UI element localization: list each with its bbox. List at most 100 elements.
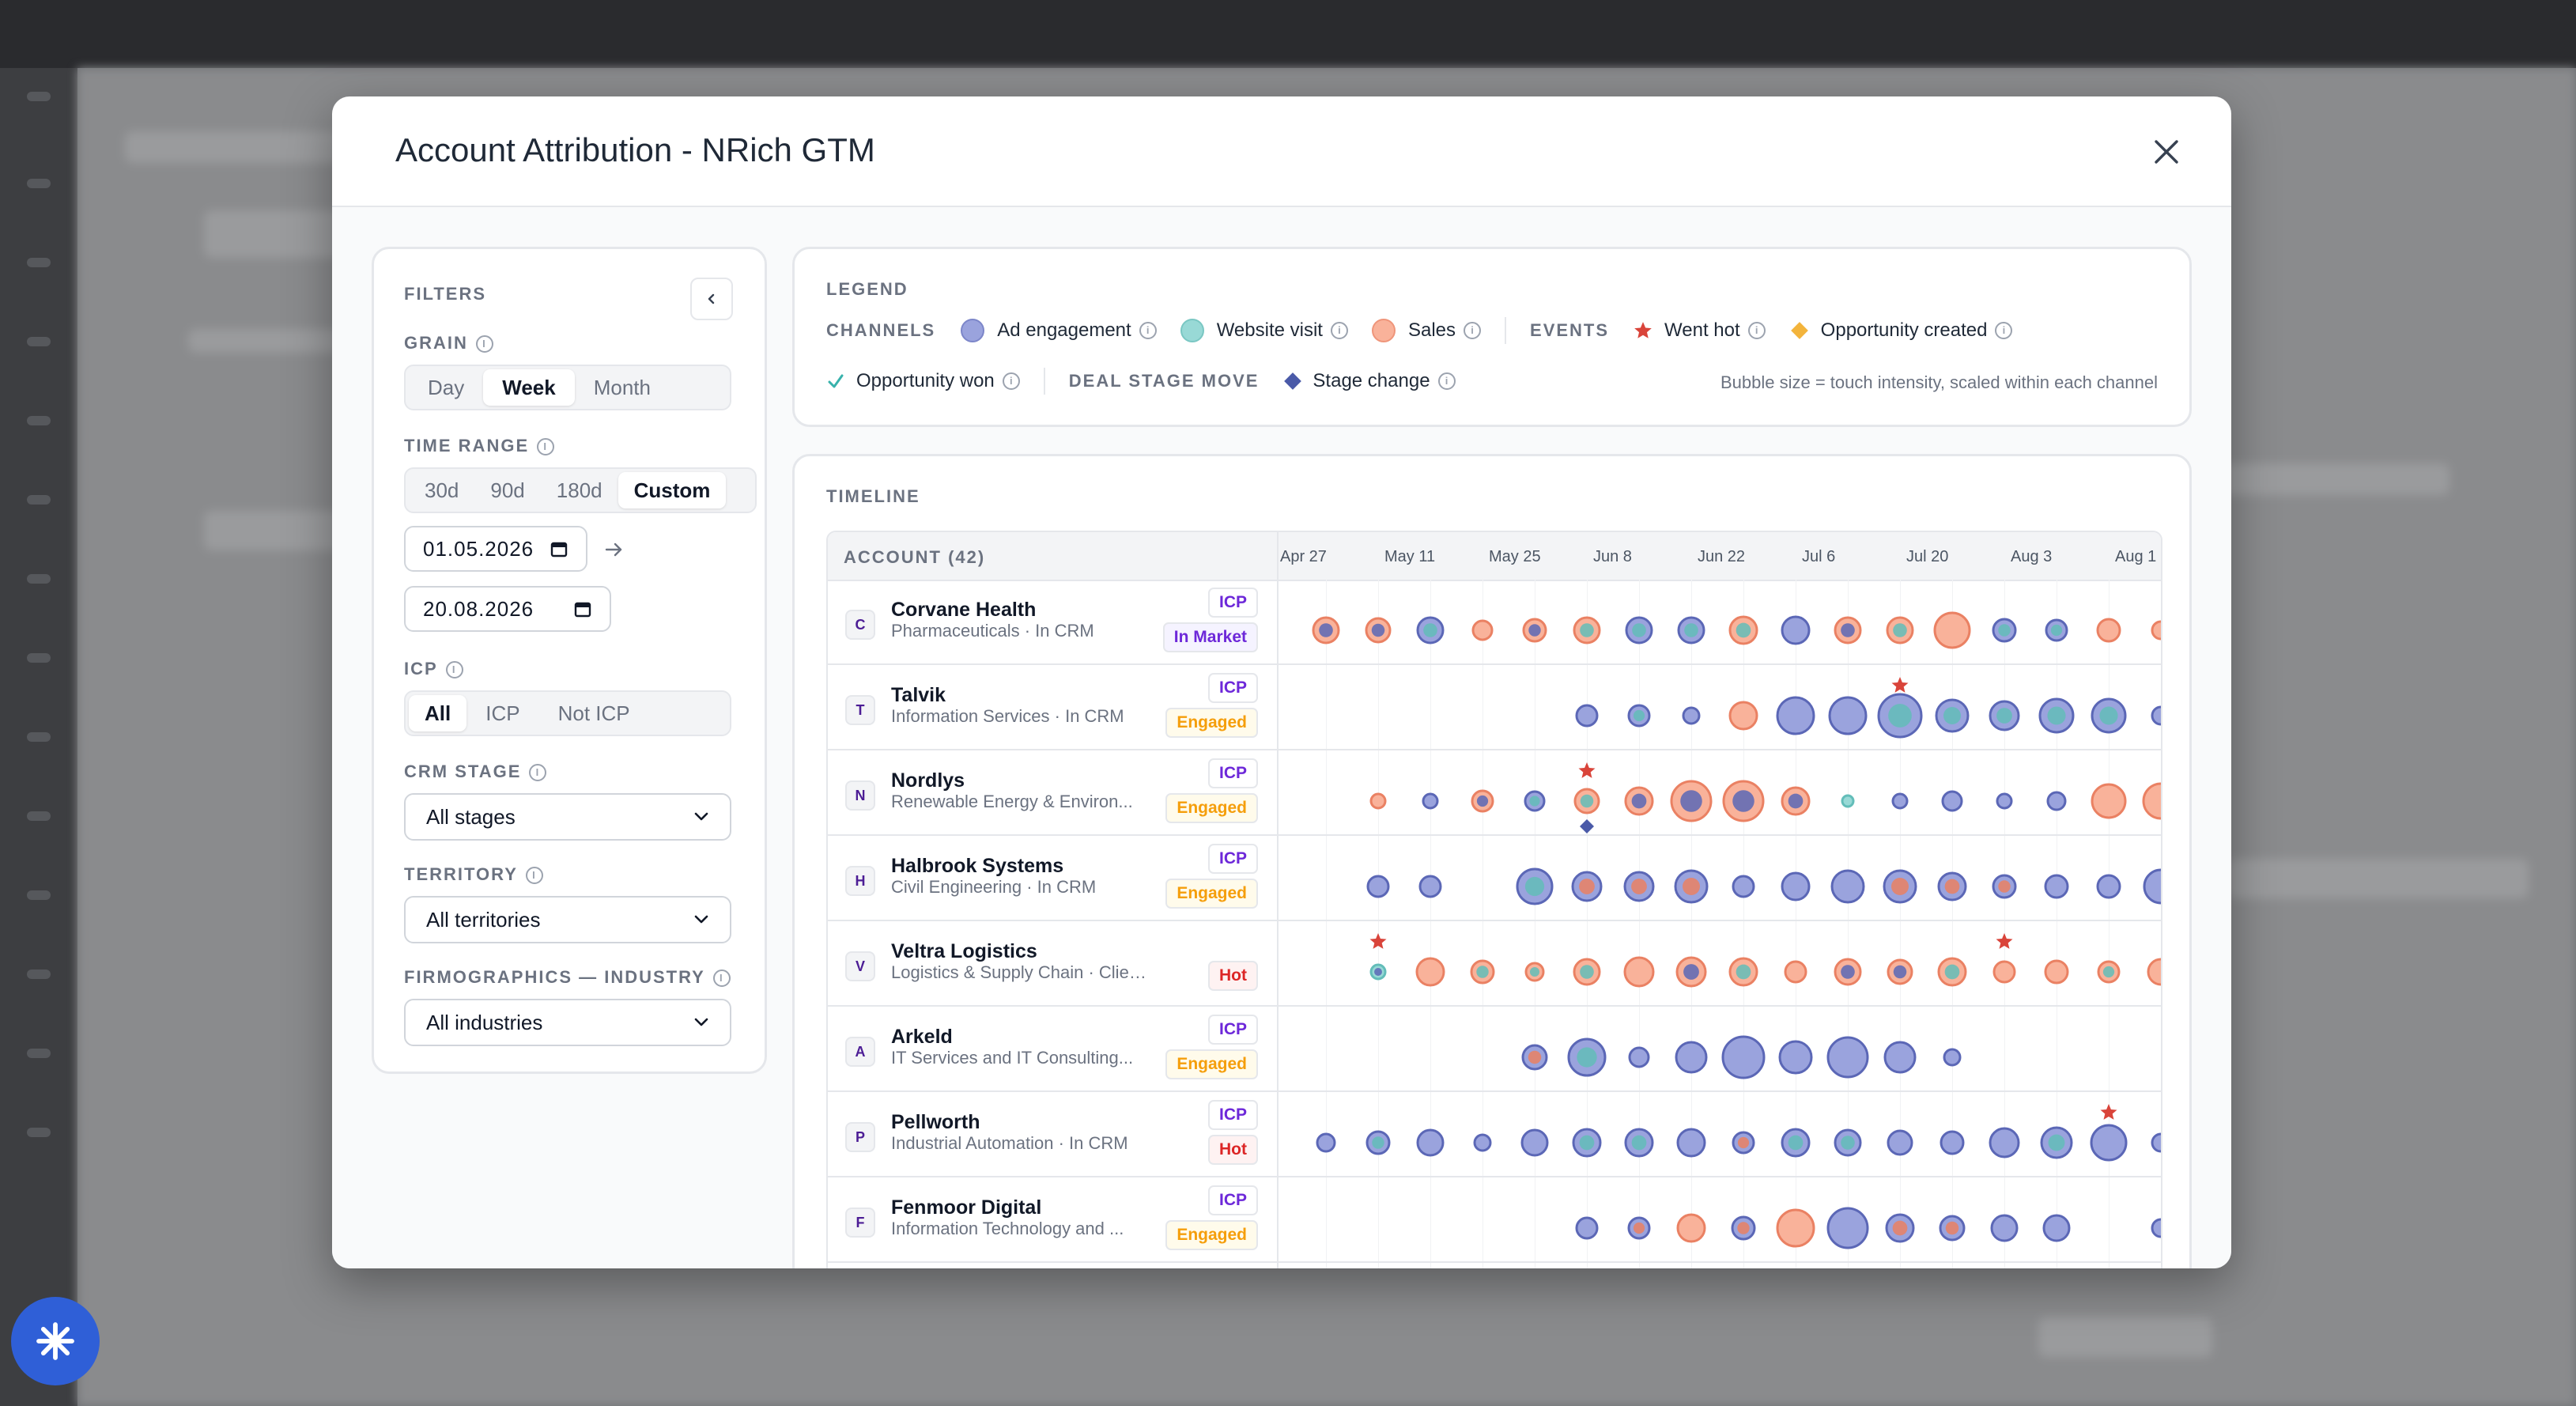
end-date-input[interactable]: 20.08.2026: [404, 586, 611, 632]
touch-bubble[interactable]: [2151, 705, 2162, 726]
touch-bubble[interactable]: [1675, 1041, 1708, 1074]
touch-bubble[interactable]: [1575, 1216, 1599, 1240]
touch-bubble[interactable]: [1989, 1127, 2020, 1158]
touch-bubble[interactable]: [1996, 792, 2013, 810]
went-hot-star[interactable]: [2100, 1104, 2117, 1120]
account-row[interactable]: C Corvane Health Pharmaceuticals · In CRM I…: [828, 580, 2161, 665]
touch-bubble[interactable]: [2044, 959, 2069, 985]
touch-bubble[interactable]: [1728, 701, 1758, 731]
account-name[interactable]: Arkeld: [891, 1026, 953, 1048]
icp-option-icp[interactable]: ICP: [485, 701, 520, 725]
touch-bubble[interactable]: [2046, 791, 2067, 811]
touch-bubble[interactable]: [2143, 868, 2162, 905]
touch-bubble[interactable]: [2042, 1214, 2071, 1242]
touch-bubble[interactable]: [1940, 1130, 1965, 1155]
account-name[interactable]: Nordlys: [891, 769, 965, 792]
calendar-icon[interactable]: [550, 539, 568, 558]
touch-bubble[interactable]: [1990, 1214, 2019, 1242]
account-name[interactable]: Veltra Logistics: [891, 940, 1037, 962]
touch-bubble[interactable]: [1682, 706, 1701, 725]
touch-bubble[interactable]: [1623, 956, 1655, 988]
touch-bubble[interactable]: [1366, 875, 1390, 898]
touch-bubble[interactable]: [2091, 783, 2127, 819]
touch-bubble[interactable]: [2151, 1218, 2162, 1238]
touch-bubble[interactable]: [1520, 1128, 1549, 1157]
touch-bubble[interactable]: [1732, 875, 1755, 898]
time-range-option-30d[interactable]: 30d: [425, 478, 459, 502]
touch-bubble[interactable]: [2090, 1124, 2128, 1162]
touch-bubble[interactable]: [1826, 1207, 1869, 1249]
touch-bubble[interactable]: [1826, 1036, 1869, 1079]
collapse-filters-button[interactable]: [690, 278, 733, 320]
touch-bubble[interactable]: [1887, 1129, 1913, 1156]
account-row[interactable]: N Nordlys Renewable Energy & Environ... ICP…: [828, 750, 2161, 836]
touch-bubble[interactable]: [1369, 792, 1387, 810]
time-range-option-90d[interactable]: 90d: [490, 478, 525, 502]
touch-bubble[interactable]: [1828, 696, 1868, 735]
touch-bubble[interactable]: [1933, 611, 1971, 649]
close-button[interactable]: [2143, 128, 2190, 176]
touch-bubble[interactable]: [1781, 871, 1811, 901]
touch-bubble[interactable]: [1416, 1128, 1445, 1157]
touch-bubble[interactable]: [1418, 875, 1442, 898]
touch-bubble[interactable]: [2151, 620, 2162, 641]
account-name[interactable]: Pellworth: [891, 1111, 980, 1133]
touch-bubble[interactable]: [2147, 958, 2162, 986]
stage-change-diamond[interactable]: [1580, 819, 1594, 833]
account-name[interactable]: Fenmoor Digital: [891, 1196, 1042, 1219]
account-name[interactable]: Corvane Health: [891, 599, 1037, 621]
account-row[interactable]: P Pellworth Industrial Automation · In CRM…: [828, 1092, 2161, 1177]
icp-option-not-icp[interactable]: Not ICP: [557, 701, 630, 725]
time-range-option-custom[interactable]: Custom: [618, 472, 727, 508]
territory-select[interactable]: All territories: [404, 896, 731, 943]
account-name[interactable]: Talvik: [891, 684, 946, 706]
went-hot-star[interactable]: [1891, 677, 1909, 693]
touch-bubble[interactable]: [2044, 874, 2069, 899]
touch-bubble[interactable]: [1891, 792, 1909, 810]
touch-bubble[interactable]: [1841, 794, 1855, 808]
touch-bubble[interactable]: [1992, 960, 2016, 984]
touch-bubble[interactable]: [1943, 1048, 1962, 1067]
account-row[interactable]: F Fenmoor Digital Information Technology a…: [828, 1177, 2161, 1263]
went-hot-star[interactable]: [1578, 762, 1596, 778]
grain-option-month[interactable]: Month: [593, 376, 651, 399]
icp-option-all[interactable]: All: [409, 695, 467, 731]
crm-stage-select[interactable]: All stages: [404, 793, 731, 841]
grain-option-week[interactable]: Week: [483, 369, 575, 406]
touch-bubble[interactable]: [1784, 960, 1807, 984]
touch-bubble[interactable]: [1316, 1132, 1336, 1153]
time-range-option-180d[interactable]: 180d: [556, 478, 602, 502]
touch-bubble[interactable]: [2096, 874, 2121, 899]
touch-bubble[interactable]: [1422, 792, 1439, 810]
touch-bubble[interactable]: [1883, 1041, 1917, 1074]
account-row[interactable]: A Arkeld IT Services and IT Consulting... I…: [828, 1007, 2161, 1092]
went-hot-star[interactable]: [1996, 933, 2013, 949]
touch-bubble[interactable]: [1676, 1128, 1706, 1158]
calendar-icon[interactable]: [573, 599, 592, 618]
touch-bubble[interactable]: [1778, 1040, 1813, 1075]
account-row[interactable]: V Veltra Logistics Logistics & Supply Chai…: [828, 921, 2161, 1007]
start-date-input[interactable]: 01.05.2026: [404, 526, 587, 572]
touch-bubble[interactable]: [1415, 957, 1445, 987]
account-name[interactable]: Halbrook Systems: [891, 855, 1064, 877]
touch-bubble[interactable]: [1781, 615, 1811, 645]
touch-bubble[interactable]: [1628, 1046, 1650, 1068]
went-hot-star[interactable]: [1369, 933, 1387, 949]
touch-bubble[interactable]: [1830, 869, 1865, 904]
assistant-button[interactable]: [11, 1297, 100, 1385]
touch-bubble[interactable]: [2151, 1132, 2162, 1153]
touch-bubble[interactable]: [1776, 1208, 1815, 1248]
touch-bubble[interactable]: [1471, 619, 1494, 641]
account-row[interactable]: H Halbrook Systems Civil Engineering · In …: [828, 836, 2161, 921]
grain-option-day[interactable]: Day: [428, 376, 465, 399]
touch-bubble[interactable]: [1676, 1213, 1706, 1243]
touch-bubble[interactable]: [1721, 1035, 1766, 1079]
touch-bubble[interactable]: [2142, 782, 2162, 820]
touch-bubble[interactable]: [1941, 790, 1963, 812]
industry-select[interactable]: All industries: [404, 999, 731, 1046]
touch-bubble[interactable]: [1473, 1133, 1492, 1152]
touch-bubble[interactable]: [1776, 696, 1815, 735]
touch-bubble[interactable]: [1575, 704, 1599, 728]
account-row[interactable]: T Talvik Information Services · In CRM ICP E…: [828, 665, 2161, 750]
touch-bubble[interactable]: [2096, 618, 2121, 643]
